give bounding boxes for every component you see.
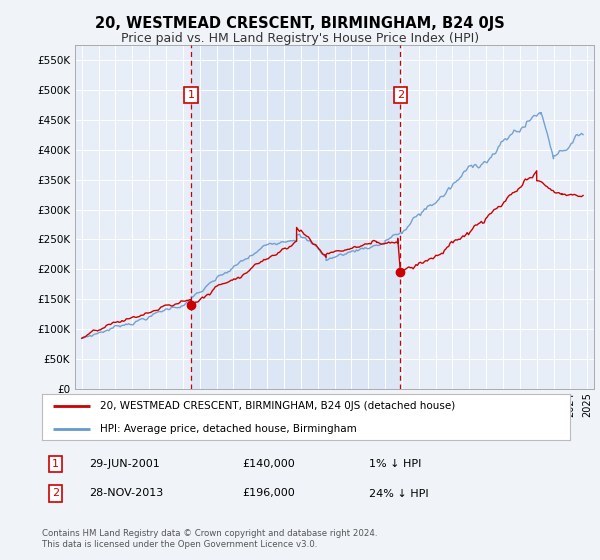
Text: 1: 1 [188,90,194,100]
Text: £196,000: £196,000 [242,488,295,498]
Bar [191,45,400,389]
Text: Contains HM Land Registry data © Crown copyright and database right 2024.
This d: Contains HM Land Registry data © Crown c… [42,529,377,549]
Text: 24% ↓ HPI: 24% ↓ HPI [370,488,429,498]
Text: 20, WESTMEAD CRESCENT, BIRMINGHAM, B24 0JS (detached house): 20, WESTMEAD CRESCENT, BIRMINGHAM, B24 0… [100,401,455,411]
Text: 28-NOV-2013: 28-NOV-2013 [89,488,164,498]
Text: 20, WESTMEAD CRESCENT, BIRMINGHAM, B24 0JS: 20, WESTMEAD CRESCENT, BIRMINGHAM, B24 0… [95,16,505,31]
Text: 29-JUN-2001: 29-JUN-2001 [89,459,160,469]
Text: 1: 1 [52,459,59,469]
Text: 2: 2 [397,90,404,100]
Text: 1% ↓ HPI: 1% ↓ HPI [370,459,422,469]
Text: Price paid vs. HM Land Registry's House Price Index (HPI): Price paid vs. HM Land Registry's House … [121,32,479,45]
Text: 2: 2 [52,488,59,498]
Text: HPI: Average price, detached house, Birmingham: HPI: Average price, detached house, Birm… [100,423,357,433]
Text: £140,000: £140,000 [242,459,295,469]
